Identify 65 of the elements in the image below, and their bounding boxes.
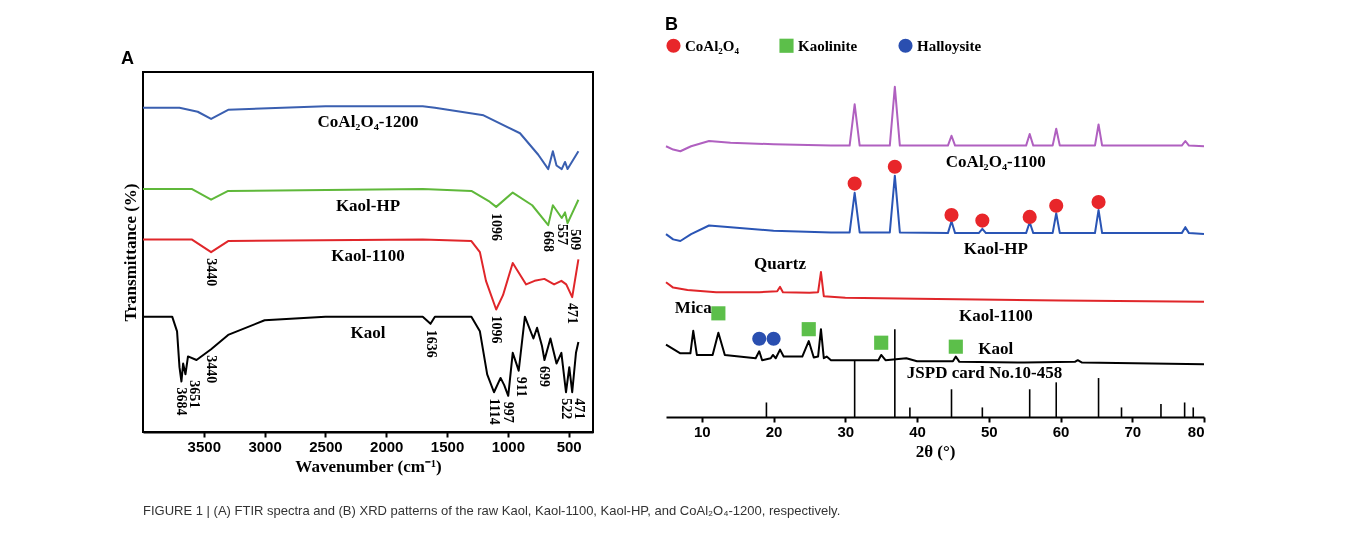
- point: [752, 331, 767, 346]
- point: [874, 335, 889, 350]
- annotation: 1636: [423, 329, 439, 358]
- annotation: 509: [567, 229, 583, 251]
- point: [887, 159, 902, 174]
- point: [1049, 198, 1064, 213]
- x-tick-label: 3500: [187, 437, 221, 455]
- x-tick-label: 70: [1124, 422, 1142, 440]
- series-label: CoAl₂O₄-1200: [317, 112, 419, 132]
- series-label: Kaol-1100: [958, 305, 1033, 325]
- annotation: 1096: [489, 315, 505, 344]
- annotation: 3684: [174, 387, 190, 416]
- x-tick-label: 2000: [370, 437, 404, 455]
- x-tick-label: 3000: [248, 437, 282, 455]
- x-tick-label: 1500: [430, 437, 465, 455]
- series-label: CoAl₂O₄-1100: [945, 151, 1046, 171]
- legend-label: Halloysite: [917, 37, 982, 54]
- series-label: Kaol-HP: [963, 239, 1028, 259]
- x-tick-label: 2500: [309, 437, 343, 455]
- annotation: 699: [537, 366, 553, 387]
- x-tick-label: 40: [909, 422, 926, 440]
- annotation: 471: [565, 303, 581, 325]
- series-label: JSPD card No.10-458: [906, 363, 1063, 383]
- point: [847, 176, 862, 191]
- legend-label: Kaolinite: [798, 37, 858, 54]
- x-tick-label: 60: [1052, 422, 1070, 440]
- caption: FIGURE 1 | (A) FTIR spectra and (B) XRD patterns of the raw Kaol, Kaol-1100, Kaol-HP, and CoAl₂O₄-1200, respectively.: [143, 503, 841, 518]
- legend-label: CoAl₂O₄: [685, 37, 740, 54]
- annotation: 471: [572, 398, 587, 420]
- annotation: 557: [554, 223, 570, 245]
- series-label: Kaol: [978, 339, 1014, 359]
- chart-title: B: [665, 14, 678, 34]
- point: [711, 306, 726, 321]
- x-tick-label: 30: [837, 422, 855, 440]
- point: [975, 213, 990, 228]
- annotation: 522: [559, 398, 574, 420]
- point: [1022, 209, 1037, 224]
- x-axis-title: 2θ (°): [915, 441, 956, 461]
- annotation: 3440: [204, 258, 220, 287]
- x-tick-label: 20: [765, 422, 783, 440]
- annotation: Mica: [674, 297, 713, 317]
- annotation: Quartz: [754, 253, 807, 273]
- x-tick-label: 50: [980, 422, 998, 440]
- series-label: Kaol-1100: [331, 245, 405, 265]
- annotation: 1096: [489, 212, 505, 241]
- point: [801, 322, 816, 337]
- x-axis-title: Wavenumber (cm⁻¹): [295, 456, 442, 476]
- x-tick-label: 10: [694, 422, 711, 440]
- chart-title: A: [121, 48, 134, 68]
- point: [766, 331, 781, 346]
- series-label: Kaol-HP: [335, 195, 401, 215]
- annotation: 1114: [487, 398, 502, 425]
- series-label: Kaol: [350, 322, 386, 342]
- x-tick-label: 500: [556, 437, 582, 455]
- x-tick-label: 1000: [491, 437, 526, 455]
- annotation: 997: [501, 401, 517, 423]
- point: [944, 207, 959, 223]
- y-axis-title: Transmittance (%): [120, 183, 140, 322]
- annotation: 3440: [204, 355, 220, 384]
- point: [1091, 195, 1106, 210]
- annotation: 3651: [187, 380, 203, 409]
- x-tick-label: 80: [1187, 422, 1205, 440]
- point: [948, 339, 963, 354]
- annotation: 668: [541, 231, 557, 253]
- annotation: 911: [514, 376, 530, 397]
